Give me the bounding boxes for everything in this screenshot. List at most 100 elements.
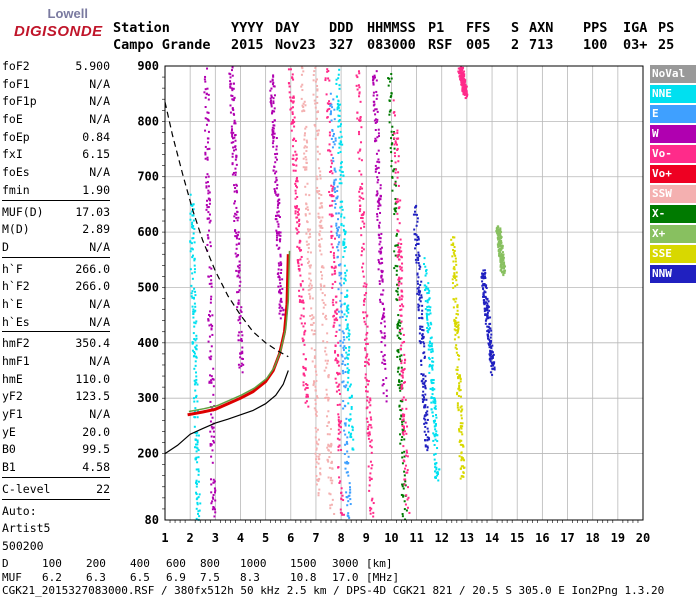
trace-point bbox=[396, 233, 399, 236]
trace-point bbox=[280, 262, 283, 265]
trace-point bbox=[377, 268, 380, 271]
trace-point bbox=[498, 238, 501, 241]
trace-point bbox=[344, 357, 347, 360]
trace-point bbox=[318, 197, 321, 200]
trace-point bbox=[357, 151, 360, 154]
trace-point bbox=[339, 125, 342, 128]
trace-point bbox=[208, 266, 211, 269]
trace-point bbox=[207, 175, 210, 178]
trace-point bbox=[347, 431, 350, 434]
trace-point bbox=[325, 396, 328, 399]
trace-point bbox=[231, 87, 234, 90]
trace-point bbox=[299, 258, 302, 261]
trace-point bbox=[335, 95, 338, 98]
trace-point bbox=[375, 70, 378, 73]
trace-point bbox=[280, 297, 283, 300]
x-tick-label: 15 bbox=[510, 531, 524, 545]
trace-point bbox=[360, 126, 363, 129]
trace-point bbox=[326, 359, 329, 362]
trace-point bbox=[399, 433, 402, 436]
trace-point bbox=[344, 386, 347, 389]
trace-point bbox=[315, 458, 318, 461]
trace-point bbox=[341, 494, 344, 497]
trace-point bbox=[462, 85, 465, 88]
trace-point bbox=[340, 223, 343, 226]
trace-point bbox=[198, 493, 201, 496]
trace-point bbox=[338, 481, 341, 484]
trace-point bbox=[402, 495, 405, 498]
trace-point bbox=[210, 295, 213, 298]
trace-point bbox=[497, 245, 500, 248]
trace-point bbox=[396, 299, 399, 302]
trace-point bbox=[424, 421, 427, 424]
trace-point bbox=[434, 402, 437, 405]
trace-point bbox=[330, 461, 333, 464]
trace-point bbox=[239, 309, 242, 312]
trace-point bbox=[237, 274, 240, 277]
trace-point bbox=[423, 382, 426, 385]
trace-point bbox=[402, 431, 405, 434]
trace-point bbox=[304, 132, 307, 135]
trace-point bbox=[500, 261, 503, 264]
y-tick-label: 900 bbox=[137, 59, 159, 73]
trace-point bbox=[314, 436, 317, 439]
trace-point bbox=[453, 272, 456, 275]
trace-point bbox=[306, 221, 309, 224]
trace-point bbox=[324, 77, 327, 80]
trace-point bbox=[195, 450, 198, 453]
trace-point bbox=[348, 338, 351, 341]
trace-point bbox=[321, 226, 324, 229]
legend-nnw: NNW bbox=[650, 265, 696, 283]
trace-point bbox=[272, 137, 275, 140]
trace-point bbox=[347, 500, 350, 503]
header-label-2: DAY bbox=[275, 20, 300, 36]
trace-point bbox=[397, 321, 400, 324]
trace-point bbox=[205, 181, 208, 184]
trace-point bbox=[420, 373, 423, 376]
trace-point bbox=[331, 128, 334, 131]
trace-point bbox=[206, 243, 209, 246]
trace-point bbox=[457, 377, 460, 380]
trace-point bbox=[463, 87, 466, 90]
trace-point bbox=[278, 246, 281, 249]
trace-point bbox=[309, 264, 312, 267]
trace-point bbox=[309, 251, 312, 254]
trace-point bbox=[488, 309, 491, 312]
trace-point bbox=[336, 245, 339, 248]
trace-point bbox=[489, 354, 492, 357]
trace-point bbox=[327, 476, 330, 479]
trace-point bbox=[492, 363, 495, 366]
trace-point bbox=[292, 145, 295, 148]
trace-point bbox=[338, 282, 341, 285]
trace-point bbox=[400, 387, 403, 390]
trace-13 bbox=[189, 193, 202, 521]
trace-point bbox=[419, 300, 422, 303]
trace-point bbox=[304, 168, 307, 171]
trace-point bbox=[209, 241, 212, 244]
trace-point bbox=[486, 302, 489, 305]
trace-point bbox=[399, 246, 402, 249]
param-name: fmin bbox=[2, 182, 30, 197]
trace-point bbox=[391, 189, 394, 192]
trace-point bbox=[318, 190, 321, 193]
trace-point bbox=[493, 361, 496, 364]
trace-point bbox=[290, 129, 293, 132]
trace-point bbox=[204, 145, 207, 148]
profile-lines bbox=[164, 101, 291, 455]
trace-point bbox=[295, 180, 298, 183]
trace-point bbox=[307, 247, 310, 250]
trace-point bbox=[395, 184, 398, 187]
trace-point bbox=[483, 290, 486, 293]
trace-point bbox=[417, 306, 420, 309]
trace-point bbox=[465, 95, 468, 98]
trace-point bbox=[317, 212, 320, 215]
trace-point bbox=[399, 329, 402, 332]
footer-line: CGK21_2015327083000.RSF / 380fx512h 50 k… bbox=[2, 584, 665, 597]
trace-point bbox=[428, 371, 431, 374]
trace-point bbox=[238, 264, 241, 267]
trace-point bbox=[364, 376, 367, 379]
trace-point bbox=[396, 176, 399, 179]
trace-point bbox=[347, 455, 350, 458]
trace-point bbox=[368, 401, 371, 404]
trace-point bbox=[374, 129, 377, 132]
